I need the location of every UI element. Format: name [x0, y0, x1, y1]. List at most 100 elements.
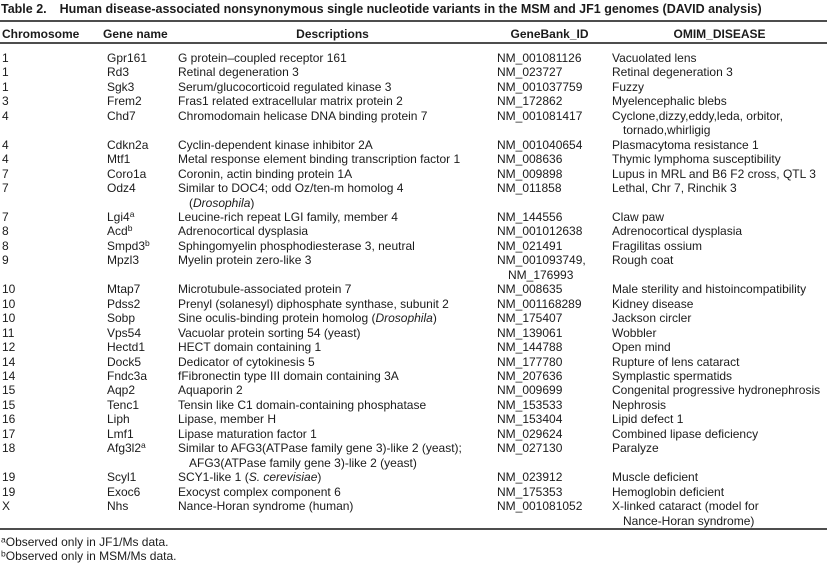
cell-gene: Tenc1 [107, 397, 140, 412]
cell-chr: 14 [2, 354, 16, 369]
cell-gene: Chd7 [107, 108, 136, 123]
cell-gene: Liph [107, 412, 130, 427]
cell-omim: Paralyze [612, 441, 659, 456]
table-row: 7 Odz4 Similar to DOC4; odd Oz/ten-m homol… [0, 181, 827, 210]
cell-gene: Gpr161 [107, 51, 148, 65]
cell-chr: 15 [2, 383, 16, 398]
rule-below-header [0, 42, 827, 44]
cell-desc: Vacuolar protein sorting 54 (yeast) [178, 325, 361, 340]
cell-omim: Rupture of lens cataract [612, 354, 740, 369]
footnote: bObserved only in MSM/Ms data. [1, 548, 177, 563]
cell-chr: 11 [2, 325, 15, 340]
table-row: 8 Acdb Adrenocortical dysplasia NM_00101263… [0, 224, 827, 238]
table-row: 10 Sobp Sine oculis-binding protein homolo… [0, 311, 827, 325]
cell-gene: Scyl1 [107, 470, 137, 485]
rule-top [0, 20, 827, 22]
cell-omim: Male sterility and histoincompatibility [612, 282, 807, 297]
cell-desc: Lipase maturation factor 1 [178, 426, 317, 441]
table-row: 4 Chd7 Chromodomain helicase DNA binding p… [0, 109, 827, 138]
cell-omim: Congenital progressive hydronephrosis [612, 383, 821, 398]
col-header-descriptions: Descriptions [296, 27, 369, 41]
cell-chr: 19 [2, 470, 16, 485]
cell-omim: Nephrosis [612, 397, 667, 412]
cell-chr: 3 [2, 94, 9, 109]
cell-chr: 14 [2, 368, 16, 383]
table-body: 1 Gpr161 G protein–coupled receptor 161 NM_… [0, 51, 827, 528]
cell-omim: Myelencephalic blebs [612, 94, 727, 109]
cell-gene: Pdss2 [107, 296, 141, 311]
cell-omim: Cyclone,dizzy,eddy,leda, orbitor, tornado… [612, 108, 783, 138]
cell-desc: fFibronectin type III domain containing … [178, 368, 399, 383]
cell-gb: NM_001081052 [497, 499, 583, 514]
cell-desc: Similar to AFG3(ATPase family gene 3)-li… [178, 441, 462, 470]
cell-gb: NM_001093749, NM_176993 [497, 253, 586, 282]
cell-omim: Retinal degeneration 3 [612, 65, 733, 80]
col-header-gene-name: Gene name [103, 27, 168, 41]
cell-gb: NM_001012638 [497, 224, 583, 239]
cell-chr: X [2, 499, 11, 514]
table-row: 15 Tenc1 Tensin like C1 domain-containing … [0, 398, 827, 412]
cell-gene: Mpzl3 [107, 253, 140, 268]
cell-omim: Wobbler [612, 325, 657, 340]
cell-gene: Mtap7 [107, 282, 141, 297]
table-row: X Nhs Nance-Horan syndrome (human) NM_00108… [0, 499, 827, 528]
cell-gene: Frem2 [107, 94, 142, 109]
table-row: 7 Coro1a Coronin, actin binding protein 1A… [0, 167, 827, 181]
footnotes: aObserved only in JF1/Ms data. bObserved … [1, 535, 177, 563]
cell-omim: Rough coat [612, 253, 674, 268]
table-row: 11 Vps54 Vacuolar protein sorting 54 (yeas… [0, 326, 827, 340]
cell-chr: 4 [2, 137, 9, 152]
cell-chr: 4 [2, 108, 9, 123]
col-header-chromosome: Chromosome [2, 27, 80, 41]
table-header-row: Chromosome Gene name Descriptions GeneBa… [0, 27, 827, 41]
cell-desc: Lipase, member H [178, 412, 277, 427]
cell-omim: Thymic lymphoma susceptibility [612, 152, 781, 167]
cell-chr: 1 [2, 79, 9, 94]
cell-desc: Sine oculis-binding protein homolog (Dro… [178, 311, 437, 326]
cell-gb: NM_153404 [497, 412, 563, 427]
cell-omim: Plasmacytoma resistance 1 [612, 137, 759, 152]
cell-desc: Chromodomain helicase DNA binding protei… [178, 108, 428, 123]
cell-gb: NM_023912 [497, 470, 563, 485]
cell-gene: Afg3l2a [107, 440, 146, 456]
cell-gb: NM_011858 [497, 181, 562, 196]
cell-desc: Retinal degeneration 3 [178, 65, 299, 80]
cell-omim: X-linked cataract (model for Nance-Horan … [612, 499, 759, 528]
table-row: 7 Lgi4a Leucine-rich repeat LGI family, me… [0, 210, 827, 224]
cell-gene: Rd3 [107, 65, 130, 80]
cell-omim: Claw paw [612, 209, 665, 224]
cell-desc: Microtubule-associated protein 7 [178, 282, 352, 297]
table-number: Table 2. [1, 2, 47, 16]
cell-chr: 18 [2, 441, 16, 456]
cell-chr: 16 [2, 412, 16, 427]
cell-gene: Fndc3a [107, 368, 148, 383]
table-row: 4 Cdkn2a Cyclin-dependent kinase inhibitor… [0, 138, 827, 152]
cell-gene: Odz4 [107, 181, 136, 196]
cell-chr: 17 [2, 426, 16, 441]
cell-omim: Fuzzy [612, 79, 645, 94]
cell-chr: 15 [2, 397, 16, 412]
cell-gb: NM_023727 [497, 65, 563, 80]
cell-desc: Leucine-rich repeat LGI family, member 4 [178, 209, 398, 224]
cell-omim: Jackson circler [612, 311, 692, 326]
cell-gb: NM_001040654 [497, 137, 583, 152]
cell-gene: Lgi4a [107, 208, 135, 224]
cell-desc: Similar to DOC4; odd Oz/ten-m homolog 4(… [178, 181, 404, 210]
cell-gene: Exoc6 [107, 484, 141, 499]
cell-gb: NM_177780 [497, 354, 563, 369]
cell-gene: Nhs [107, 499, 129, 514]
cell-desc: Serum/glucocorticoid regulated kinase 3 [178, 79, 392, 94]
cell-desc: Nance-Horan syndrome (human) [178, 499, 354, 514]
table-row: 1 Gpr161 G protein–coupled receptor 161 NM_… [0, 51, 827, 65]
cell-gene: Vps54 [107, 325, 142, 340]
cell-gene: Sgk3 [107, 79, 135, 94]
cell-gb: NM_172862 [497, 94, 563, 109]
cell-gene: Acdb [107, 223, 133, 239]
cell-omim: Hemoglobin deficient [612, 484, 725, 499]
table-row: 8 Smpd3b Sphingomyelin phosphodiesterase 3… [0, 239, 827, 253]
cell-omim: Lipid defect 1 [612, 412, 684, 427]
cell-chr: 12 [2, 340, 16, 355]
cell-omim: Fragilitas ossium [612, 238, 703, 253]
cell-desc: Dedicator of cytokinesis 5 [178, 354, 315, 369]
cell-desc: Tensin like C1 domain-containing phospha… [178, 397, 427, 412]
